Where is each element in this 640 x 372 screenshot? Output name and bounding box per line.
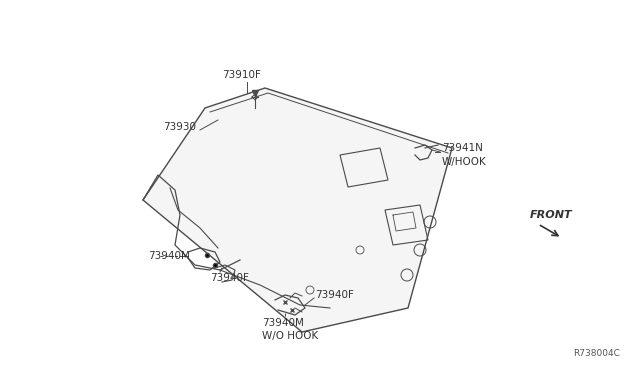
Text: 73940M: 73940M	[148, 251, 190, 261]
Text: 73940F: 73940F	[315, 290, 354, 300]
Text: 73940M: 73940M	[262, 318, 304, 328]
Text: 73941N: 73941N	[442, 143, 483, 153]
Text: 73910F: 73910F	[222, 70, 261, 80]
Polygon shape	[143, 88, 452, 332]
Text: R738004C: R738004C	[573, 349, 620, 358]
Text: W/O HOOK: W/O HOOK	[262, 331, 318, 341]
Text: FRONT: FRONT	[530, 210, 573, 220]
Text: 73930: 73930	[163, 122, 196, 132]
Text: W/HOOK: W/HOOK	[442, 157, 487, 167]
Text: 73940F: 73940F	[210, 273, 249, 283]
